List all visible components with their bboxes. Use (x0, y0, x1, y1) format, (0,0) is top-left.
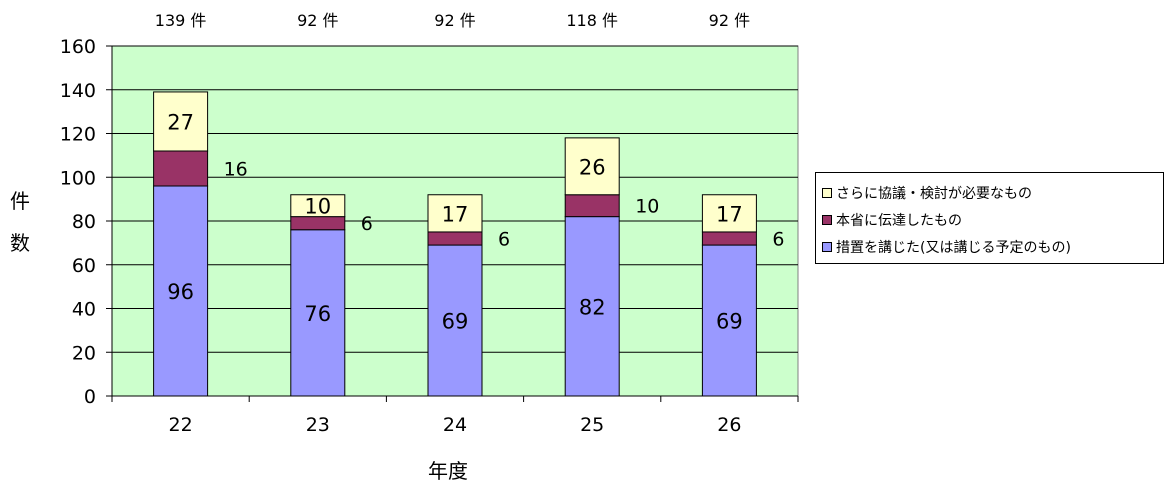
legend-item: 本省に伝達したもの (822, 206, 1163, 233)
data-label: 69 (716, 310, 743, 334)
total-label: 118 件 (566, 11, 618, 30)
data-label: 6 (361, 213, 373, 235)
legend-item: 措置を講じた(又は講じる予定のもの) (822, 233, 1163, 260)
total-label: 92 件 (709, 11, 750, 30)
y-tick-label: 120 (60, 124, 96, 146)
bar-segment (153, 185, 209, 397)
bar-segment (290, 229, 346, 397)
data-label: 16 (224, 159, 248, 181)
y-tick-label: 60 (72, 255, 96, 277)
data-label: 17 (716, 202, 743, 226)
total-labels: 139 件 92 件 92 件 118 件 92 件 (155, 11, 750, 30)
bar-segment (564, 216, 620, 397)
total-label: 92 件 (297, 11, 338, 30)
bar-segment (427, 244, 483, 397)
x-tick-label: 23 (306, 414, 330, 436)
data-labels: 96 16 27 76 6 10 69 6 17 82 10 26 69 6 17 (167, 110, 784, 333)
data-label: 69 (442, 310, 469, 334)
data-label: 27 (167, 110, 194, 134)
bars (153, 91, 757, 397)
data-label: 10 (304, 195, 331, 219)
bar-segment (564, 194, 620, 218)
y-tick-label: 100 (60, 167, 96, 189)
legend-label: さらに協議・検討が必要なもの (836, 185, 1032, 202)
bar-segment (564, 137, 620, 196)
data-label: 10 (635, 196, 659, 218)
x-tick-label: 25 (580, 414, 604, 436)
data-label: 6 (498, 229, 510, 251)
bar-segment (427, 231, 483, 246)
y-tick-label: 160 (60, 36, 96, 58)
x-axis-label: 年度 (428, 459, 468, 483)
y-axis-label-char-1: 件 (10, 189, 30, 213)
bar-segment (153, 150, 209, 187)
legend-swatch-1 (822, 187, 832, 198)
legend-label: 措置を講じた(又は講じる予定のもの) (836, 239, 1071, 256)
bar-segment (153, 91, 209, 152)
x-tick-label: 22 (169, 414, 193, 436)
tick-labels: 0 20 40 60 80 100 120 140 160 22 23 24 25 26 (60, 36, 742, 436)
total-label: 139 件 (155, 11, 207, 30)
data-label: 76 (304, 302, 331, 326)
legend-swatch-2 (822, 214, 832, 225)
x-tick-label: 24 (443, 414, 467, 436)
data-label: 82 (579, 295, 606, 319)
data-label: 96 (167, 280, 194, 304)
data-label: 26 (579, 155, 606, 179)
gridlines (112, 45, 798, 353)
legend-label: 本省に伝達したもの (836, 212, 962, 229)
y-tick-label: 20 (72, 342, 96, 364)
axis-titles: 件 数 年度 (10, 189, 468, 483)
data-label: 17 (442, 202, 469, 226)
y-tick-label: 40 (72, 299, 96, 321)
bar-segment (290, 194, 346, 218)
y-tick-label: 0 (84, 386, 96, 408)
legend-item: さらに協議・検討が必要なもの (822, 179, 1163, 206)
y-tick-label: 140 (60, 80, 96, 102)
bar-segment (701, 244, 757, 397)
bar-segment (427, 194, 483, 233)
legend: さらに協議・検討が必要なもの 本省に伝達したもの 措置を講じた(又は講じる予定の… (815, 172, 1164, 264)
total-label: 92 件 (434, 11, 475, 30)
bar-segment (701, 194, 757, 233)
bar-segment (701, 231, 757, 246)
y-axis-label-char-2: 数 (10, 231, 30, 255)
y-tick-label: 80 (72, 211, 96, 233)
x-tick-label: 26 (717, 414, 741, 436)
data-label: 6 (772, 229, 784, 251)
axes (106, 45, 799, 402)
legend-swatch-3 (822, 241, 832, 252)
